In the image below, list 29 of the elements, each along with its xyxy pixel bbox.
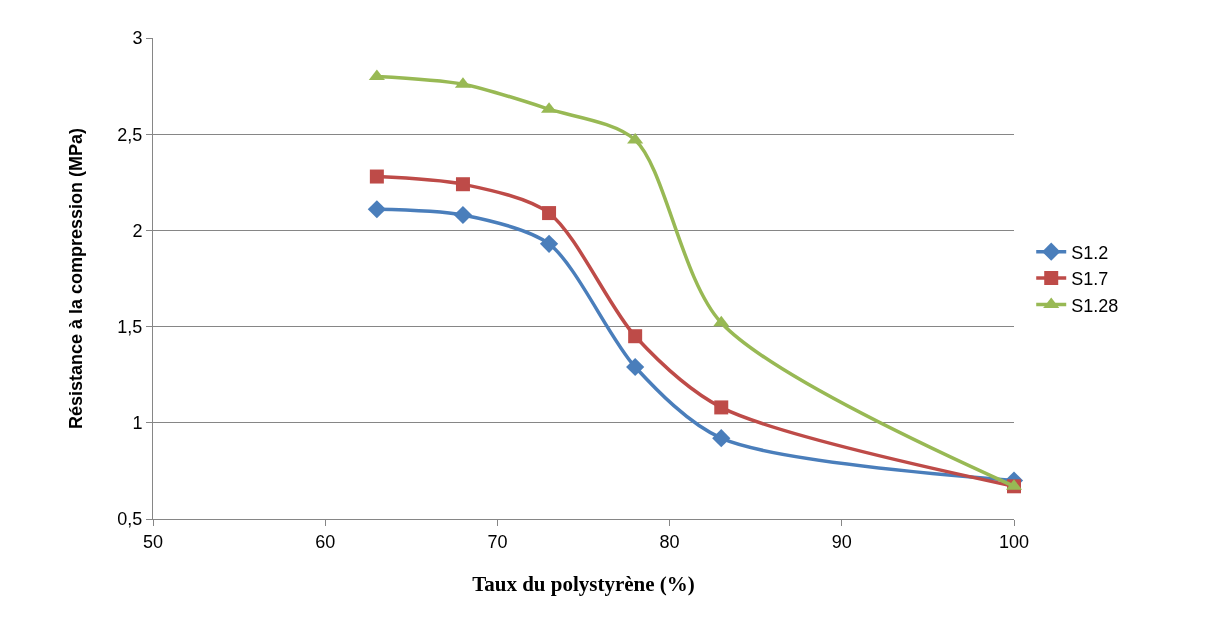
x-tick-label: 50 <box>142 531 164 552</box>
y-axis-title: Résistance à la compression (MPa) <box>65 127 86 430</box>
point <box>627 132 644 144</box>
point <box>455 177 470 192</box>
y-tick-label: 3 <box>132 28 143 49</box>
legend-label: S1.7 <box>1071 269 1109 290</box>
y-tick-label: 2 <box>132 220 143 241</box>
y-tick-label: 1 <box>132 413 143 434</box>
x-tick-label: 80 <box>659 531 680 552</box>
point <box>453 205 473 225</box>
point <box>369 169 384 184</box>
point <box>713 315 730 327</box>
point <box>626 357 645 377</box>
point <box>539 234 559 253</box>
x-axis-title: Taux du polystyrène (%) <box>472 571 695 596</box>
x-tick-label: 70 <box>487 531 508 552</box>
y-tick-label: 2,5 <box>117 124 143 145</box>
point <box>367 200 386 219</box>
point <box>714 400 729 415</box>
point <box>628 329 643 344</box>
legend-label: S1.28 <box>1071 295 1119 316</box>
point <box>542 206 557 221</box>
x-tick-label: 90 <box>831 531 852 552</box>
y-tick-label: 1,5 <box>117 316 143 337</box>
y-tick-label: 0,5 <box>117 509 143 530</box>
x-tick-label: 60 <box>315 531 336 552</box>
point <box>712 429 731 448</box>
x-tick-label: 100 <box>998 531 1030 552</box>
legend-label: S1.2 <box>1071 242 1109 263</box>
